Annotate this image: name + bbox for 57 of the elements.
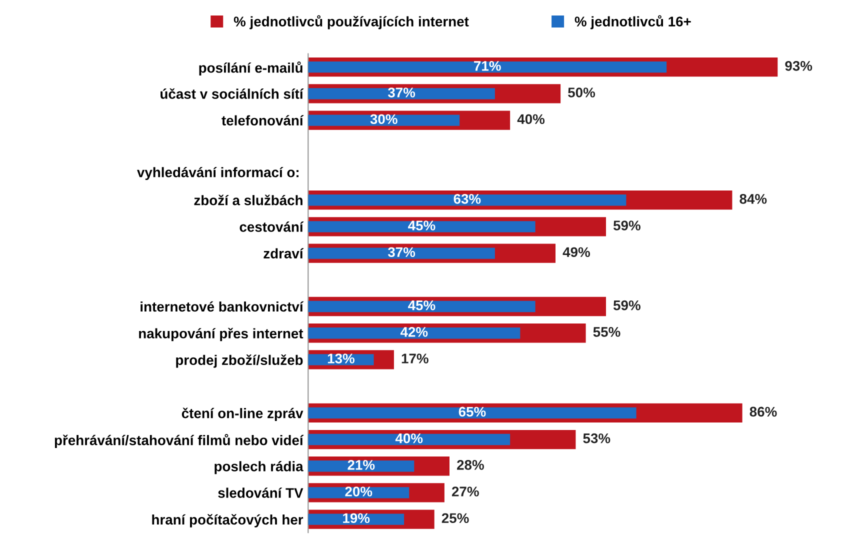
- y-tick-label: cestování: [240, 222, 304, 232]
- data-label: 13%: [328, 354, 354, 364]
- data-label: 53%: [583, 433, 610, 444]
- y-tick-label: nakupování přes internet: [139, 328, 304, 342]
- y-tick-label: hraní počítačových her: [152, 514, 304, 528]
- y-tick-label: zboží a službách: [194, 194, 302, 206]
- data-label: 50%: [568, 88, 596, 98]
- bar: [308, 300, 536, 312]
- y-tick-label: telefonování: [222, 115, 304, 126]
- data-label: 28%: [457, 460, 484, 470]
- y-tick-label: posílání e-mailů: [199, 62, 302, 76]
- data-label: 55%: [593, 327, 620, 337]
- data-label: 19%: [343, 513, 370, 524]
- bar: [308, 62, 667, 73]
- data-label: 17%: [402, 354, 428, 364]
- data-label: 45%: [408, 300, 436, 310]
- data-label: 49%: [562, 247, 590, 258]
- data-label: 86%: [750, 406, 777, 417]
- data-label: 42%: [400, 327, 428, 337]
- bar: [308, 487, 410, 498]
- data-label: 27%: [452, 486, 479, 496]
- data-label: 37%: [388, 88, 416, 98]
- legend-label: % jednotlivců používajících internet: [234, 15, 469, 30]
- y-tick-label: sledování TV: [218, 488, 304, 498]
- y-tick-label: zdraví: [264, 248, 304, 258]
- bar: [308, 434, 510, 446]
- bar: [308, 514, 404, 525]
- data-label: 40%: [517, 114, 545, 124]
- y-tick-label: internetové bankovnictví: [140, 301, 304, 312]
- data-label: 84%: [740, 194, 767, 204]
- data-label: 37%: [388, 247, 416, 258]
- data-label: 63%: [454, 194, 481, 204]
- data-label: 21%: [348, 460, 375, 470]
- data-label: 71%: [474, 61, 501, 71]
- data-label: 25%: [442, 513, 469, 524]
- y-tick-label: prodej zboží/služeb: [176, 354, 303, 368]
- data-label: 65%: [458, 406, 486, 417]
- y-tick-label: čtení on-line zpráv: [182, 408, 304, 421]
- y-tick-label: účast v sociálních sítí: [160, 88, 304, 99]
- data-label: 40%: [395, 433, 423, 444]
- bar: [308, 328, 520, 339]
- data-label: 20%: [345, 486, 372, 496]
- data-label: 30%: [370, 114, 398, 124]
- text: vyhledávání informací o:: [137, 166, 298, 180]
- bar: [308, 194, 626, 206]
- y-tick-label: poslech rádia: [214, 461, 304, 474]
- bar: [308, 114, 460, 126]
- bar: [308, 407, 636, 418]
- bar: [308, 248, 495, 259]
- y-tick-label: přehrávání/stahování filmů nebo videí: [54, 434, 304, 448]
- data-label: 59%: [613, 300, 640, 310]
- legend-label: % jednotlivců 16+: [574, 15, 691, 30]
- data-label: 59%: [613, 220, 640, 230]
- data-label: 93%: [785, 60, 812, 71]
- bar: [308, 221, 536, 232]
- data-label: 45%: [408, 220, 436, 230]
- bar: [308, 88, 495, 100]
